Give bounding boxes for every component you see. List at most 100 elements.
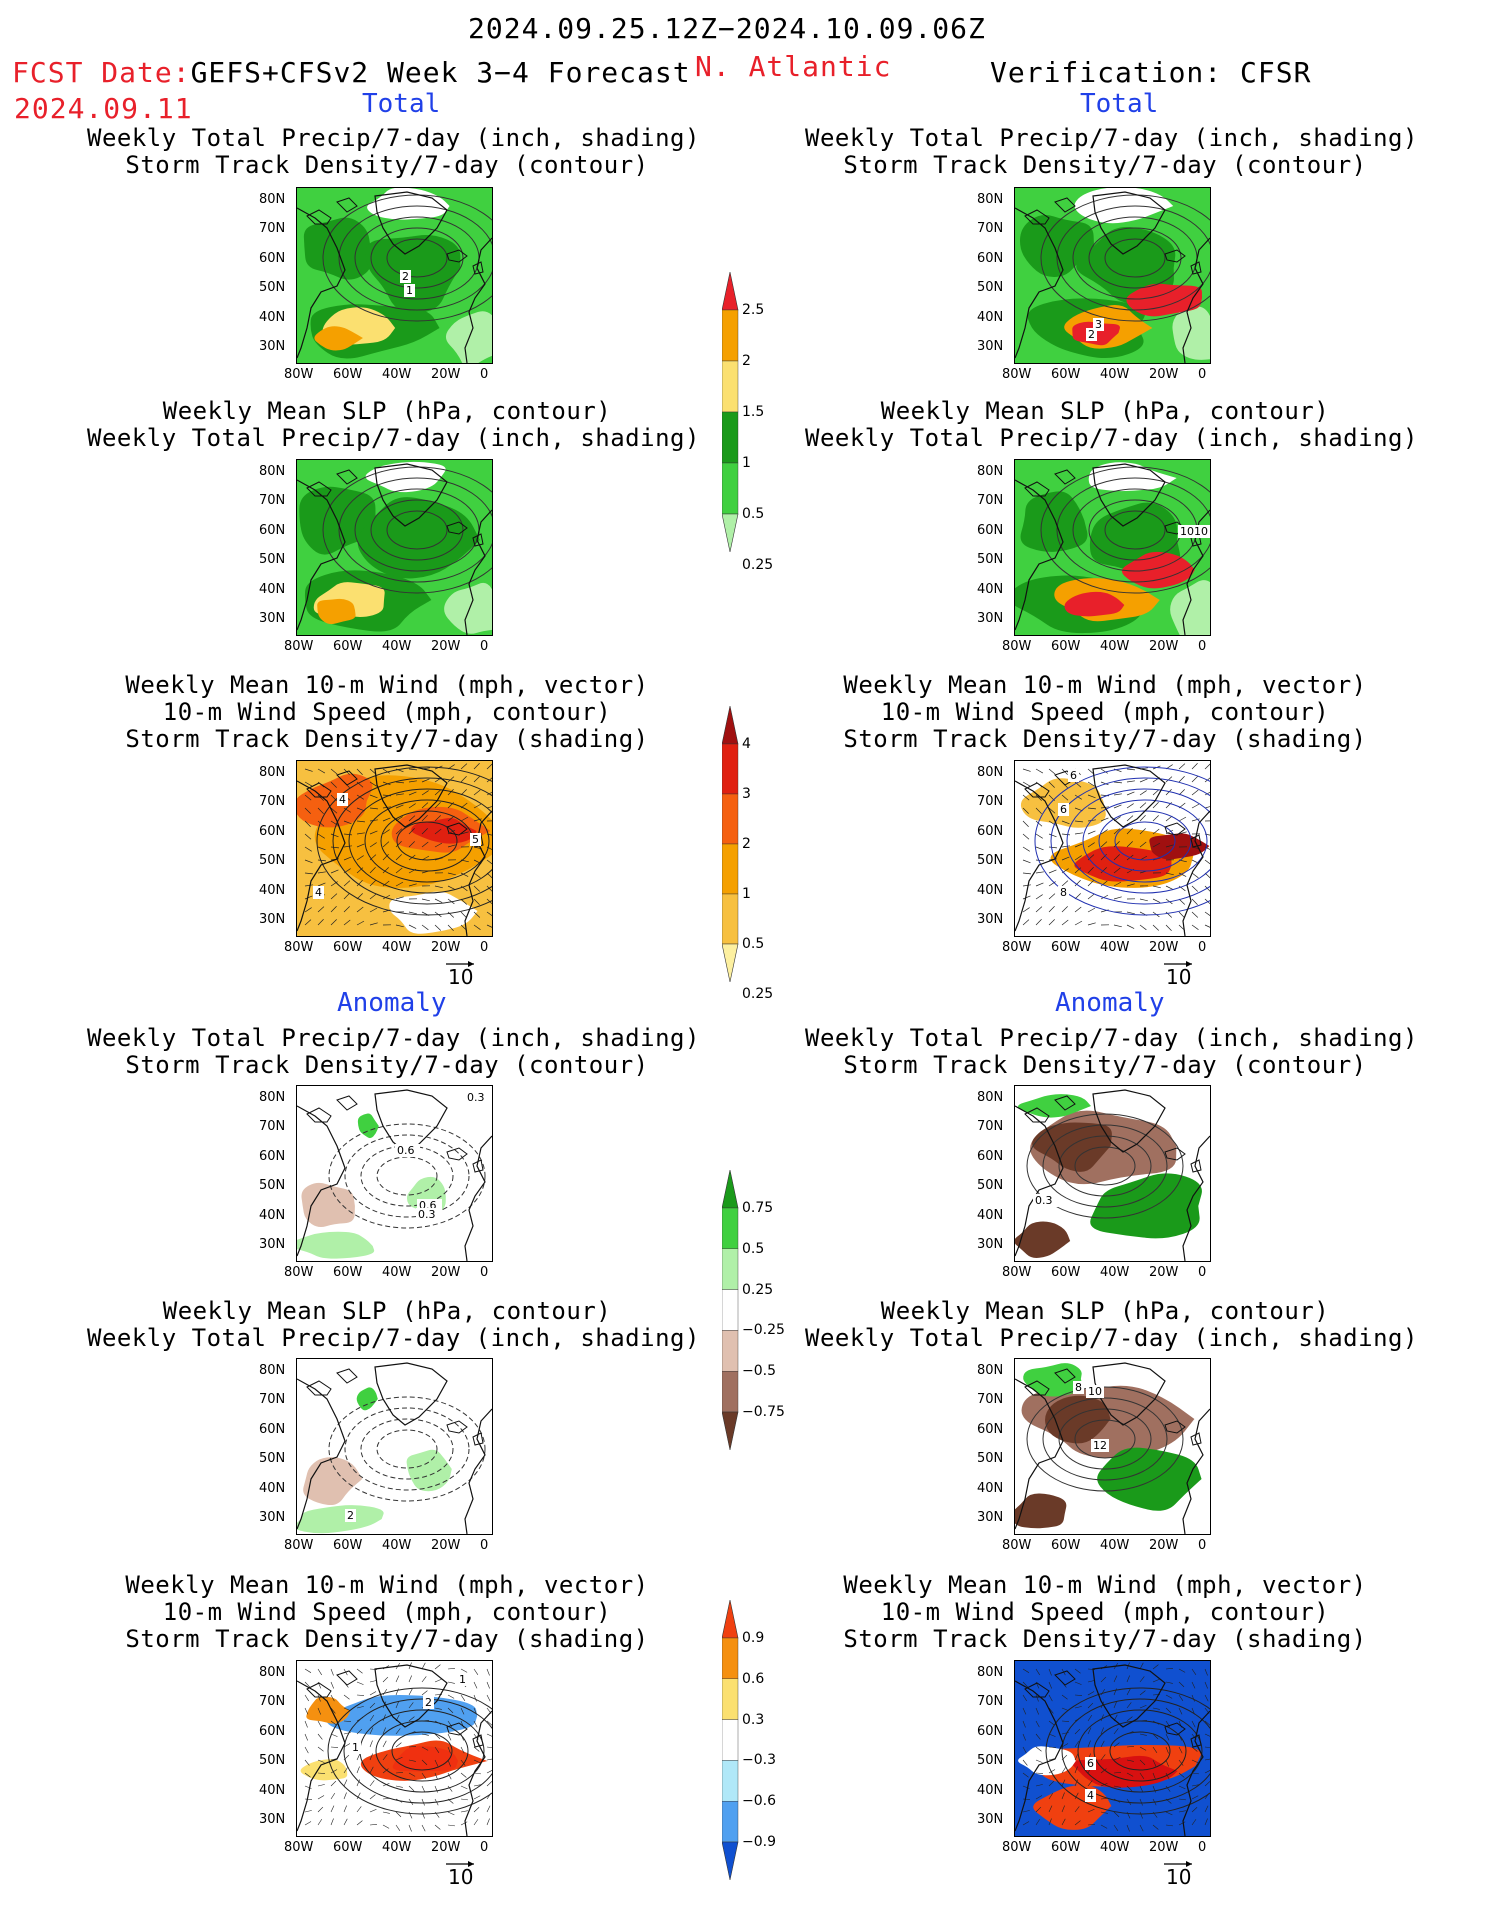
wind-speed-contour [348, 788, 492, 894]
wind-vector [1022, 1720, 1026, 1728]
wind-vector [382, 854, 389, 861]
wind-vector [408, 780, 417, 783]
wind-vector [1204, 924, 1210, 928]
wind-vector [1191, 872, 1199, 879]
wind-vector [1035, 1784, 1043, 1787]
wind-vector [421, 1824, 426, 1832]
wind-vector [317, 1733, 323, 1740]
wind-vector [1178, 1707, 1183, 1715]
precip-shade [1170, 580, 1210, 635]
anomaly-contour [1074, 1419, 1136, 1459]
latitude-label: 30N [977, 339, 1004, 354]
wind-vector [408, 803, 416, 809]
wind-speed-contour [316, 766, 492, 916]
wind-vector [1035, 906, 1043, 913]
map-canvas: 1 2 1 [297, 1661, 492, 1836]
arctic-islands-coastline [306, 469, 358, 497]
europe-africa-coastline [464, 1710, 492, 1836]
wind-vector [1048, 768, 1056, 775]
wind-vector [369, 1753, 373, 1761]
wind-speed-contour [1109, 1731, 1171, 1771]
wind-vector [486, 806, 492, 809]
wind-vector [1139, 924, 1147, 931]
wind-vector [395, 1742, 402, 1748]
wind-vector [1087, 907, 1096, 913]
colorbar-label: 0.25 [742, 986, 774, 1002]
longitude-label: 20W [1149, 1840, 1179, 1855]
wind-vector [1035, 1694, 1039, 1702]
precip-anomaly-shade [1097, 1447, 1202, 1511]
wind-vector [1113, 867, 1121, 874]
latitude-label: 70N [259, 1694, 286, 1710]
latitude-label: 70N [259, 221, 286, 237]
wind-vector [356, 880, 363, 887]
colorbar-label: −0.25 [742, 1322, 785, 1339]
wind-vector [343, 833, 352, 836]
wind-vector [486, 763, 492, 770]
wind-vector [317, 1795, 325, 1800]
wind-vector [356, 1792, 361, 1800]
storm-track-contour [1056, 205, 1210, 311]
wind-vector [486, 791, 492, 796]
iceland-coastline [446, 822, 468, 836]
wind-vector [1139, 1676, 1145, 1683]
iceland-coastline [446, 249, 468, 263]
wind-vector [317, 882, 326, 887]
wind-vector [330, 869, 339, 874]
wind-vector [1126, 803, 1134, 809]
arctic-islands-coastline [306, 197, 358, 225]
longitude-label: 0 [1198, 940, 1207, 955]
wind-vector [1139, 1662, 1144, 1670]
wind-vector [317, 820, 325, 827]
wind-vector [447, 1824, 455, 1827]
arctic-islands-coastline [1024, 1095, 1076, 1123]
period-title: 2024.09.25.12Z−2024.10.09.06Z [468, 12, 986, 45]
longitude-label: 40W [382, 639, 412, 654]
wind-vector [1035, 833, 1043, 839]
latitude-label: 40N [977, 309, 1004, 325]
longitude-label: 20W [1149, 940, 1179, 955]
wind-vector [1048, 1805, 1053, 1813]
wind-vector [369, 1702, 376, 1709]
longitude-label: 40W [1100, 367, 1130, 382]
wind-vector [369, 867, 376, 874]
wind-vector [382, 1824, 390, 1829]
map-canvas: 0.3 0.3 [1015, 1086, 1210, 1261]
wind-vector [304, 820, 311, 827]
wind-vector [395, 854, 402, 861]
wind-vector [1087, 794, 1096, 799]
wind-vector [408, 1772, 416, 1777]
longitude-label: 60W [1051, 1840, 1081, 1855]
longitude-label: 60W [333, 1538, 363, 1553]
wind-vector [1100, 1824, 1108, 1829]
wind-vector [1022, 1785, 1030, 1789]
longitude-label: 20W [1149, 367, 1179, 382]
wind-vector [1048, 1681, 1052, 1689]
wind-vector [1139, 841, 1147, 848]
wind-vector [1022, 781, 1031, 787]
colorbar-label: −0.3 [742, 1752, 776, 1769]
wind-speed-contour [1114, 821, 1176, 861]
british-isles-coastline [1190, 1432, 1202, 1446]
wind-vector [343, 845, 352, 848]
wind-vector [1165, 1772, 1170, 1780]
wind-vector [421, 1746, 429, 1751]
wind-vector [356, 1820, 363, 1826]
contour-label: 5 [470, 833, 481, 846]
longitude-label: 0 [480, 1840, 489, 1855]
wind-vector [1048, 1720, 1055, 1726]
wind-vector [1100, 817, 1109, 822]
longitude-label: 40W [382, 1538, 412, 1553]
wind-vector [1191, 1819, 1197, 1826]
wind-vector [369, 807, 378, 810]
wind-vector [1087, 1780, 1093, 1787]
arctic-islands-coastline [306, 1670, 358, 1698]
latitude-label: 40N [259, 309, 286, 325]
wind-vector [1152, 789, 1160, 796]
wind-vector [356, 1753, 361, 1761]
wind-vector [1165, 1811, 1173, 1816]
longitude-label: 0 [1198, 367, 1207, 382]
wind-vector [1191, 1784, 1199, 1787]
contour-label: 4 [337, 793, 348, 806]
latitude-label: 30N [977, 1237, 1004, 1252]
